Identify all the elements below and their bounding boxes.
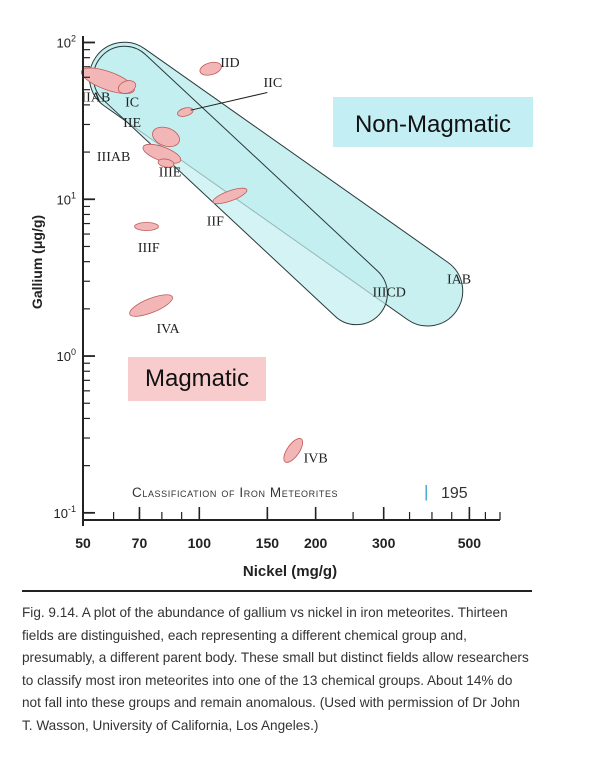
group-label-ic: IC [125,96,139,111]
group-label-iid: IID [220,56,239,71]
x-tick-label: 70 [132,535,148,551]
group-label-iif: IIF [207,215,224,230]
group-label-ivb: IVB [304,451,328,466]
y-axis-label: Gallium (μg/g) [29,215,45,309]
field-iif [212,187,248,205]
caption-text: Fig. 9.14. A plot of the abundance of ga… [22,605,529,733]
x-axis-label: Nickel (mg/g) [243,563,337,580]
non-magmatic-label-bg [333,97,533,147]
x-tick-label: 200 [304,535,328,551]
header-divider: | [424,482,428,501]
field-iva [129,294,173,317]
y-tick-label: 101 [57,190,76,207]
group-label-iiie: IIIE [159,165,182,180]
field-iiif [134,222,159,231]
group-label-iiab: IIAB [82,91,111,106]
figure-caption: Fig. 9.14. A plot of the abundance of ga… [22,590,532,764]
axes: 10-1 100 101 102 50 70 100 150 200 300 500 [54,33,501,551]
non-magmatic-label: Non-Magmatic [355,111,511,138]
y-tick-label: 102 [57,33,76,50]
group-label-iab: IAB [447,273,471,288]
group-label-iie: IIE [123,116,141,131]
field-ivb [283,438,304,463]
x-tick-label: 50 [75,535,91,551]
field-ic [117,80,137,94]
field-iie [152,126,180,147]
group-labels: IIAB IC IIE IIIAB IIIE IID IIC IIF IIIF IVA IVB III… [82,56,472,467]
group-label-iiiab: IIIAB [97,150,130,165]
field-iiicd [93,45,388,326]
field-iid [199,61,222,76]
group-label-iiicd: IIICD [372,285,405,300]
x-tick-label: 500 [458,535,482,551]
field-iiie [157,158,175,168]
header-title: Classification of Iron Meteorites [132,485,338,500]
x-tick-label: 100 [188,535,212,551]
magmatic-label: Magmatic [145,365,249,392]
iic-leader-line [190,91,268,111]
x-tick-label: 300 [372,535,396,551]
header-page-number: 195 [441,485,468,502]
group-label-iic: IIC [264,76,283,91]
group-label-iva: IVA [157,322,181,337]
group-label-iiif: IIIF [138,241,160,256]
y-tick-label: 10-1 [54,504,76,521]
magmatic-label-bg [128,357,266,401]
page-header: Classification of Iron Meteorites | 195 [132,482,468,502]
y-tick-label: 100 [57,347,76,364]
x-tick-label: 150 [256,535,280,551]
